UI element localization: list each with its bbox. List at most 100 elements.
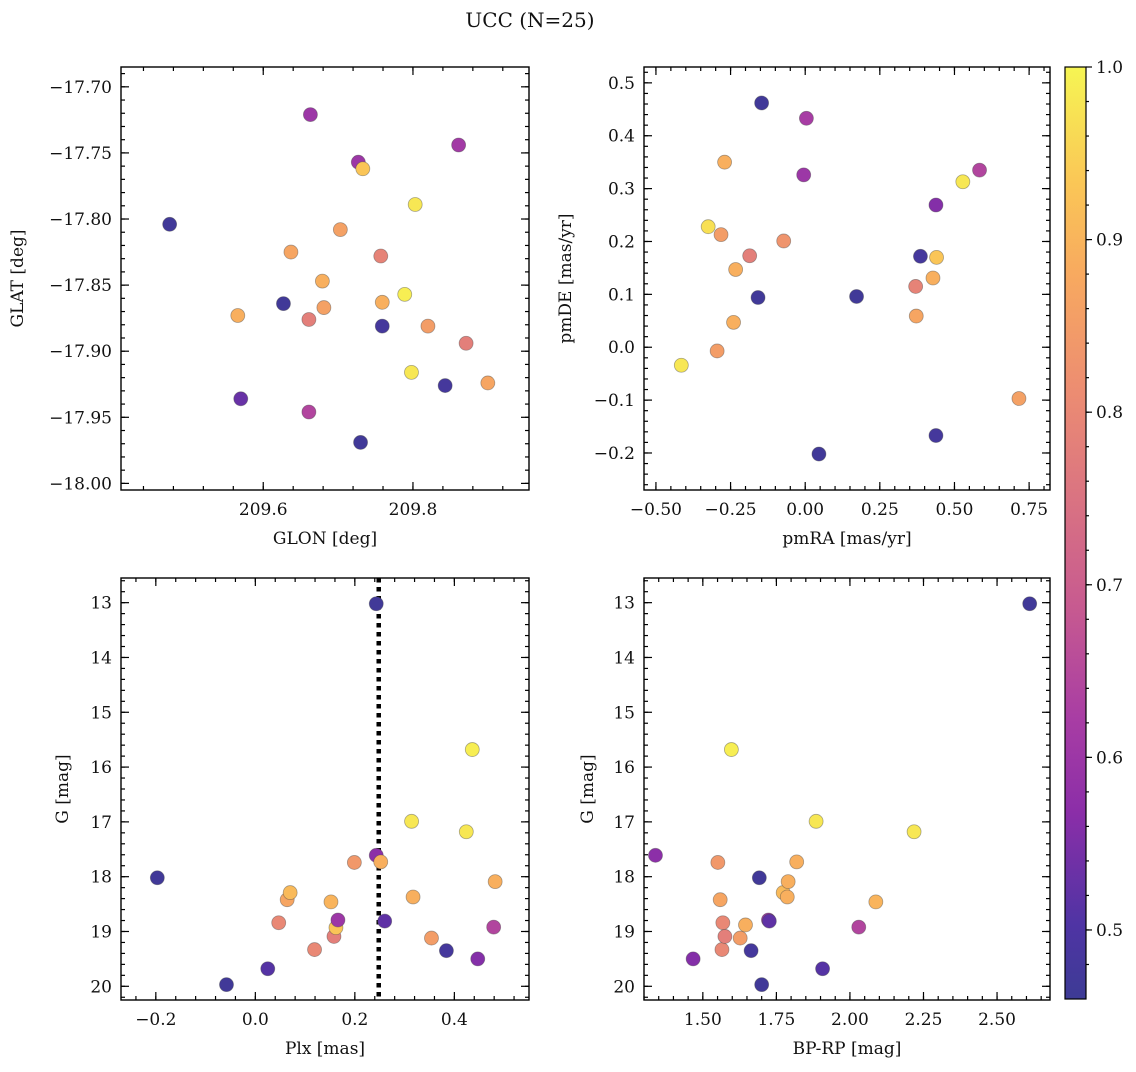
data-point xyxy=(780,874,796,890)
data-point xyxy=(673,357,689,373)
data-point xyxy=(303,107,318,122)
y-tick-label: 19 xyxy=(90,922,112,942)
colorbar: 0.5 0.6 0.7 0.8 0.9 1.0 xyxy=(1064,58,1123,1000)
y-tick-label: 18 xyxy=(613,868,635,888)
data-point xyxy=(424,930,439,946)
y-tick-label: 0.5 xyxy=(608,74,635,94)
y-tick-label: 16 xyxy=(90,758,112,778)
colorbar-tick-label: 0.8 xyxy=(1096,403,1123,423)
data-point xyxy=(849,289,864,304)
data-point xyxy=(796,167,812,183)
y-axis-label: pmDE [mas/yr] xyxy=(556,213,576,343)
data-point xyxy=(750,290,766,305)
y-tick-label: −0.1 xyxy=(594,391,635,411)
panel-color-magnitude: 1.50 1.75 2.00 2.25 2.50 13 14 15 16 17 18 19 20 BP-R… xyxy=(578,577,1051,1059)
data-point xyxy=(955,174,971,190)
y-tick-label: 17 xyxy=(613,813,635,833)
y-axis-label: GLAT [deg] xyxy=(8,229,28,327)
data-point xyxy=(330,912,346,928)
x-axis-label: pmRA [mas/yr] xyxy=(782,529,911,549)
data-point xyxy=(1022,596,1038,612)
colorbar-tick-label: 0.6 xyxy=(1096,748,1123,768)
y-tick-label: 20 xyxy=(613,977,635,997)
data-point xyxy=(742,248,758,264)
data-point xyxy=(271,915,287,931)
panel-proper-motion: −0.50 −0.25 0.00 0.25 0.50 0.75 −0.2 −0.1 0.0 0.1… xyxy=(556,66,1051,549)
y-axis-label: G [mag] xyxy=(578,754,598,823)
x-tick-label: −0.2 xyxy=(135,1010,176,1030)
data-point xyxy=(717,929,733,944)
data-point xyxy=(282,885,298,900)
data-point xyxy=(728,262,744,277)
y-tick-label: −17.95 xyxy=(49,408,112,428)
data-point xyxy=(162,216,178,232)
data-point xyxy=(230,308,246,323)
data-point xyxy=(925,270,941,286)
data-point xyxy=(908,308,924,324)
data-point xyxy=(219,977,234,993)
data-point xyxy=(283,244,299,260)
data-point xyxy=(464,742,480,757)
y-tick-label: −17.80 xyxy=(49,210,112,230)
data-point xyxy=(811,446,827,462)
y-tick-label: 0.0 xyxy=(608,338,635,358)
y-tick-label: 14 xyxy=(90,648,112,668)
data-point xyxy=(458,824,474,840)
data-point xyxy=(776,233,792,249)
data-point xyxy=(713,227,729,243)
data-point xyxy=(906,824,922,840)
y-tick-label: 15 xyxy=(613,703,635,723)
y-tick-label: 13 xyxy=(90,594,112,614)
data-point xyxy=(789,854,805,870)
data-point xyxy=(439,943,454,959)
data-point xyxy=(368,596,384,612)
data-point xyxy=(486,919,502,935)
colorbar-tick-label: 0.9 xyxy=(1096,231,1123,251)
data-point xyxy=(470,951,486,967)
data-point xyxy=(714,942,730,957)
x-tick-label: 2.50 xyxy=(978,1010,1016,1030)
data-point xyxy=(1011,391,1027,406)
y-tick-label: 13 xyxy=(613,594,635,614)
data-point xyxy=(851,919,867,935)
data-point xyxy=(149,870,165,886)
data-point xyxy=(709,343,725,359)
data-point xyxy=(480,375,496,391)
data-point xyxy=(723,742,739,757)
x-tick-label: 2.00 xyxy=(831,1010,869,1030)
x-tick-label: 209.6 xyxy=(239,500,288,520)
x-tick-label: 0.4 xyxy=(441,1010,468,1030)
y-tick-label: 17 xyxy=(90,813,112,833)
data-point xyxy=(715,915,731,931)
y-tick-label: 19 xyxy=(613,922,635,942)
y-tick-label: 20 xyxy=(90,977,112,997)
data-point xyxy=(355,161,371,177)
data-point xyxy=(487,874,503,890)
colorbar-tick-label: 0.7 xyxy=(1096,576,1123,596)
plot-frame xyxy=(120,577,530,1001)
data-point xyxy=(779,889,795,905)
x-tick-label: 1.50 xyxy=(684,1010,722,1030)
data-point xyxy=(928,428,944,443)
data-point xyxy=(377,913,393,929)
y-tick-label: 15 xyxy=(90,703,112,723)
x-axis-label: BP-RP [mag] xyxy=(793,1039,902,1059)
x-tick-label: −0.50 xyxy=(630,500,682,520)
y-tick-label: −17.85 xyxy=(49,276,112,296)
data-point xyxy=(815,961,830,977)
data-point xyxy=(233,391,249,407)
x-tick-label: 209.8 xyxy=(389,500,438,520)
y-axis-label: G [mag] xyxy=(53,754,73,823)
y-tick-label: 0.3 xyxy=(608,180,635,200)
data-point xyxy=(710,855,726,870)
x-tick-label: 0.0 xyxy=(242,1010,269,1030)
panel-position: 209.6 209.8 −18.00 −17.95 −17.90 −17.85 −17.80… xyxy=(8,66,530,549)
data-point xyxy=(373,248,389,264)
x-tick-label: 0.75 xyxy=(1010,500,1048,520)
x-axis-label: Plx [mas] xyxy=(285,1039,365,1059)
y-tick-label: 0.4 xyxy=(608,127,635,147)
x-axis-label: GLON [deg] xyxy=(273,529,377,549)
data-point xyxy=(276,296,291,312)
y-tick-label: −18.00 xyxy=(49,474,112,494)
data-point xyxy=(808,813,824,829)
